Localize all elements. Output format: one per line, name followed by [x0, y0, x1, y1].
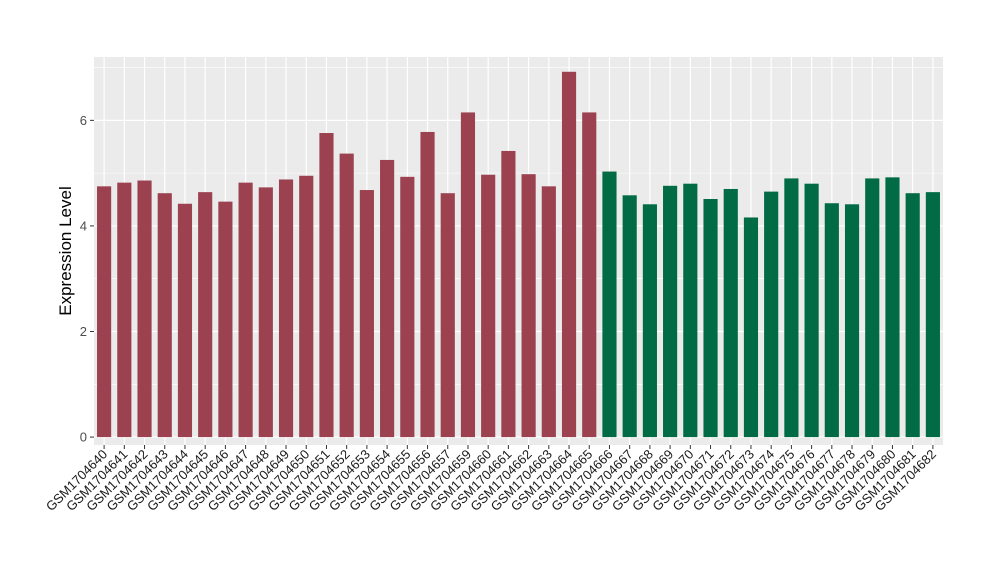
bar-GSM1704674: [764, 191, 779, 438]
bar-GSM1704677: [824, 203, 839, 438]
bar-GSM1704656: [420, 131, 435, 438]
y-tick-label: 4: [80, 218, 87, 233]
bar-GSM1704679: [865, 178, 880, 438]
bar-GSM1704681: [905, 193, 920, 438]
y-tick-label: 0: [80, 430, 87, 445]
bar-GSM1704645: [198, 192, 213, 438]
bar-GSM1704676: [804, 183, 819, 438]
x-axis: GSM1704640GSM1704641GSM1704642GSM1704643…: [43, 445, 939, 514]
bar-GSM1704680: [885, 177, 900, 438]
bar-GSM1704663: [541, 186, 556, 438]
bar-GSM1704654: [380, 159, 395, 438]
bar-GSM1704640: [97, 186, 112, 438]
bar-GSM1704667: [622, 195, 637, 438]
bar-GSM1704647: [238, 182, 253, 438]
y-axis: 0 2 4 6: [80, 113, 94, 445]
bar-GSM1704649: [278, 179, 294, 438]
bar-GSM1704644: [177, 203, 193, 438]
bar-GSM1704643: [157, 193, 172, 438]
bar-GSM1704659: [460, 112, 476, 438]
bar-GSM1704661: [501, 150, 516, 438]
bar-GSM1704671: [703, 199, 718, 438]
bar-GSM1704648: [258, 187, 273, 438]
bar-GSM1704665: [582, 112, 597, 438]
bar-GSM1704653: [359, 190, 374, 438]
bar-GSM1704650: [299, 175, 314, 438]
bar-GSM1704675: [784, 178, 799, 438]
bar-GSM1704642: [137, 180, 152, 438]
bar-GSM1704660: [481, 174, 496, 438]
bar-GSM1704651: [319, 133, 334, 438]
bars: [97, 71, 940, 438]
bar-GSM1704652: [339, 153, 354, 438]
plot-panel: [94, 57, 943, 445]
bar-GSM1704678: [844, 204, 860, 438]
bar-GSM1704670: [683, 183, 698, 438]
bar-GSM1704662: [521, 174, 536, 438]
bar-GSM1704668: [642, 204, 657, 438]
bar-GSM1704666: [602, 171, 617, 438]
bar-GSM1704664: [561, 71, 577, 438]
bar-GSM1704673: [743, 217, 759, 438]
bar-GSM1704682: [925, 192, 940, 438]
bar-GSM1704672: [723, 188, 738, 438]
y-tick-label: 2: [80, 324, 87, 339]
bar-GSM1704655: [400, 176, 415, 438]
y-tick-label: 6: [80, 113, 87, 128]
bar-GSM1704669: [663, 185, 678, 438]
bar-GSM1704646: [218, 201, 233, 438]
y-axis-label: Expression Level: [56, 186, 75, 315]
bar-GSM1704657: [440, 193, 455, 438]
bar-GSM1704641: [117, 182, 132, 438]
